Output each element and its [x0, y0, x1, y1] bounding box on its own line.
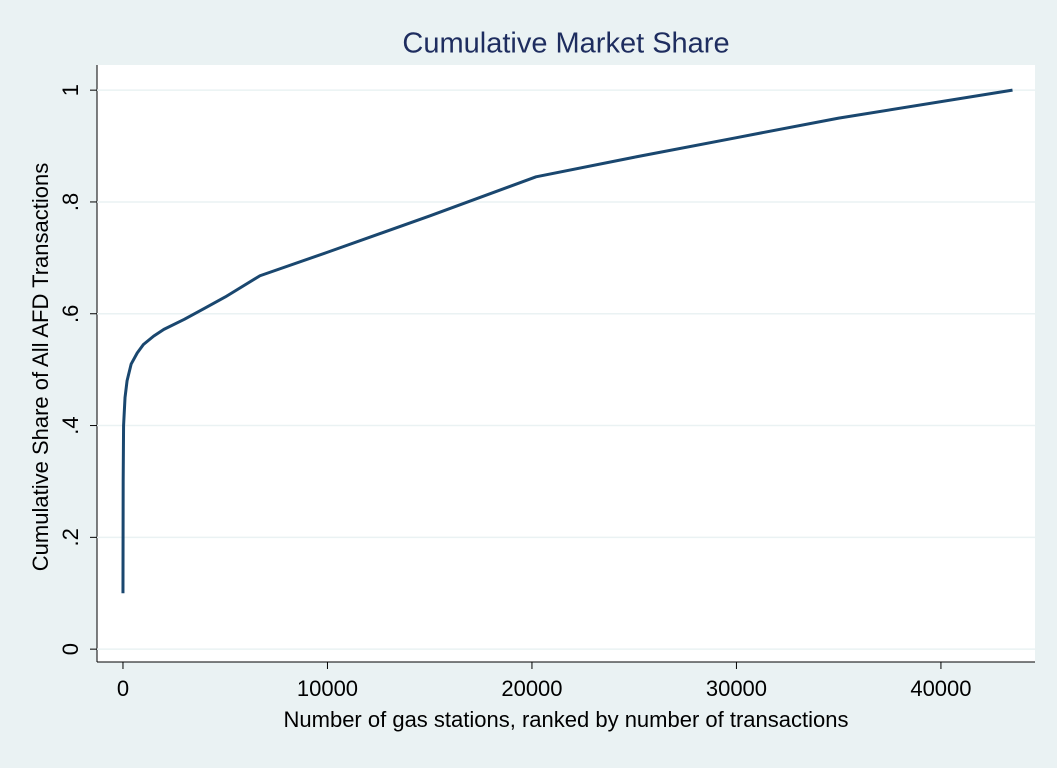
y-tick-label: 0	[58, 643, 83, 655]
line	[121, 88, 1013, 594]
y-tick-label: .8	[58, 193, 83, 211]
y-tick-label: .6	[58, 305, 83, 323]
x-tick-label: 40000	[910, 676, 971, 701]
plot-area	[97, 65, 1035, 662]
chart-title: Cumulative Market Share	[402, 28, 729, 60]
y-tick-label: .4	[58, 416, 83, 434]
x-tick-label: 0	[117, 676, 129, 701]
y-tick-label: 1	[58, 84, 83, 96]
x-tick-label: 20000	[501, 676, 562, 701]
x-tick-label: 30000	[706, 676, 767, 701]
x-tick-label: 10000	[297, 676, 358, 701]
y-axis-label: Cumulative Share of All AFD Transactions	[28, 163, 53, 571]
y-tick-label: .2	[58, 528, 83, 546]
x-axis-label: Number of gas stations, ranked by number…	[284, 707, 849, 732]
